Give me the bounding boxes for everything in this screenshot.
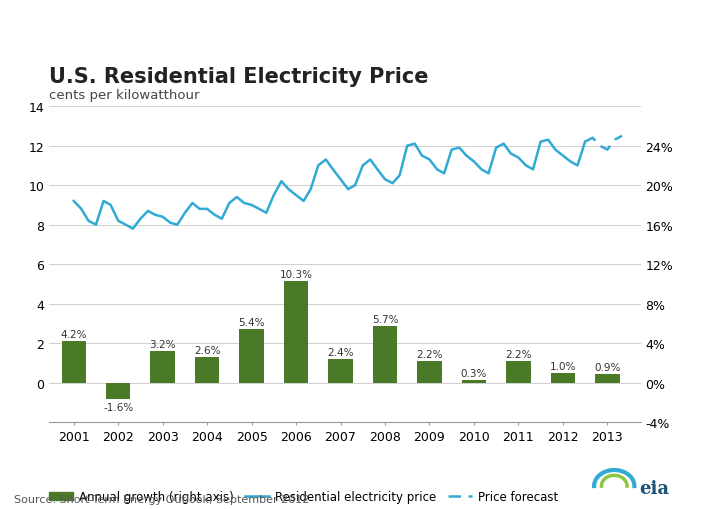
Bar bbox=[417, 361, 441, 383]
Text: 5.7%: 5.7% bbox=[372, 315, 398, 325]
Bar bbox=[239, 330, 264, 383]
Bar bbox=[195, 357, 220, 383]
Bar bbox=[595, 374, 620, 383]
Text: 2.2%: 2.2% bbox=[505, 349, 532, 359]
Text: U.S. Residential Electricity Price: U.S. Residential Electricity Price bbox=[49, 67, 429, 87]
Bar bbox=[151, 351, 175, 383]
Text: cents per kilowatthour: cents per kilowatthour bbox=[49, 89, 200, 102]
Text: 2.2%: 2.2% bbox=[416, 349, 443, 359]
Bar bbox=[551, 373, 575, 383]
Text: -1.6%: -1.6% bbox=[103, 402, 133, 412]
Text: 2.6%: 2.6% bbox=[194, 346, 220, 355]
Text: eia: eia bbox=[639, 479, 669, 497]
Text: 5.4%: 5.4% bbox=[239, 318, 265, 328]
Text: 10.3%: 10.3% bbox=[279, 269, 313, 279]
Text: Source: Short-Term Energy Outlook, September 2012: Source: Short-Term Energy Outlook, Septe… bbox=[14, 494, 310, 504]
Bar bbox=[372, 327, 397, 383]
Bar bbox=[328, 359, 353, 383]
Text: 2.4%: 2.4% bbox=[327, 348, 354, 357]
Bar bbox=[462, 380, 486, 383]
Bar bbox=[506, 361, 531, 383]
Text: 1.0%: 1.0% bbox=[550, 361, 576, 371]
Bar bbox=[284, 281, 308, 383]
Text: 3.2%: 3.2% bbox=[149, 340, 176, 350]
Legend: Annual growth (right axis), Residential electricity price, Price forecast: Annual growth (right axis), Residential … bbox=[44, 485, 562, 507]
Text: 4.2%: 4.2% bbox=[61, 330, 87, 340]
Bar bbox=[61, 342, 86, 383]
Text: 0.3%: 0.3% bbox=[460, 368, 487, 378]
Text: 0.9%: 0.9% bbox=[594, 362, 620, 372]
Bar bbox=[106, 383, 130, 399]
